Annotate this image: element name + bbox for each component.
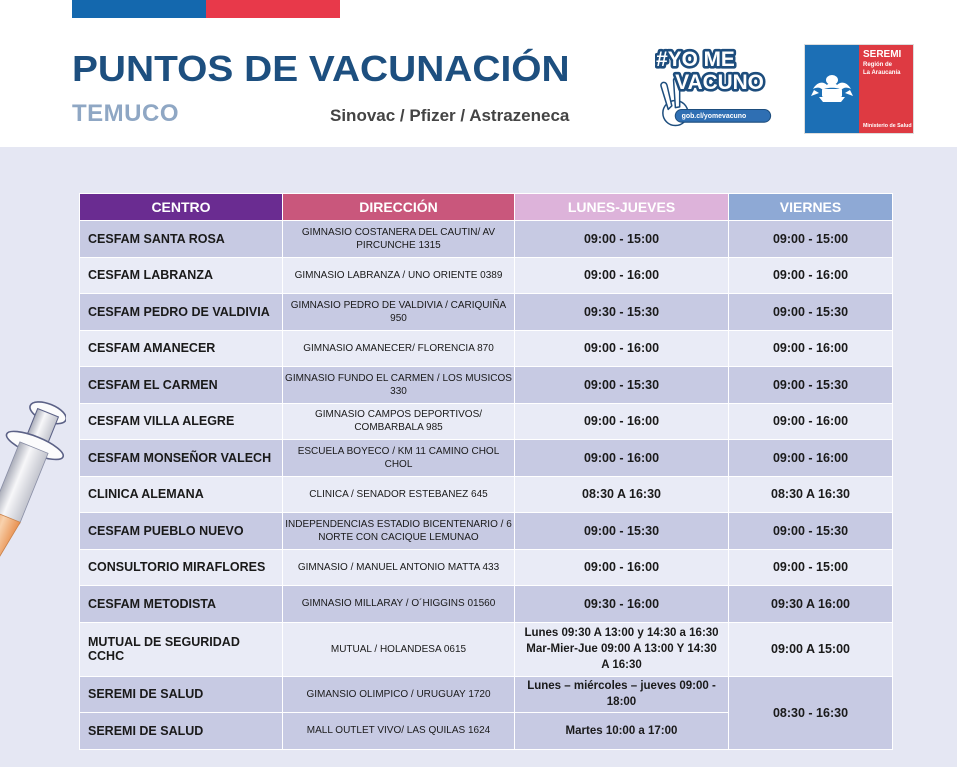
- svg-text:VACUNO: VACUNO: [675, 71, 764, 94]
- svg-text:#YO ME: #YO ME: [656, 48, 735, 71]
- svg-text:gob.cl/yomevacuno: gob.cl/yomevacuno: [682, 113, 747, 120]
